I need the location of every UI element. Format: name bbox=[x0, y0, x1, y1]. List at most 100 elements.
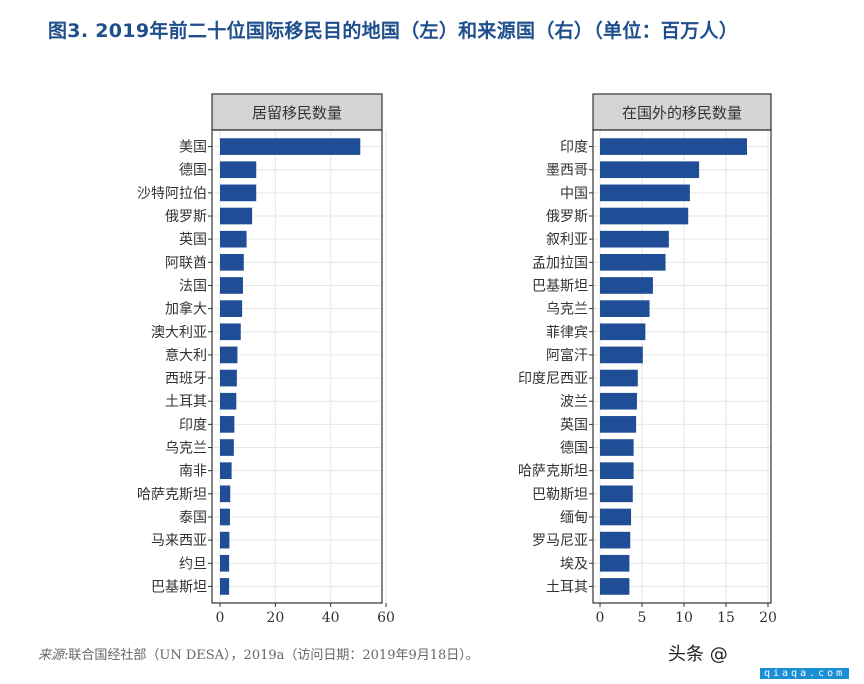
bar bbox=[600, 161, 700, 179]
source-text: 联合国经社部（UN DESA），2019a（访问日期：2019年9月18日）。 bbox=[68, 648, 479, 663]
category-label: 加拿大 bbox=[165, 301, 207, 318]
bar bbox=[600, 253, 666, 271]
category-label: 法国 bbox=[179, 278, 207, 294]
category-label: 阿富汗 bbox=[546, 347, 588, 364]
panel-border bbox=[592, 129, 772, 604]
category-label: 沙特阿拉伯 bbox=[137, 186, 207, 202]
x-tick-label: 0 bbox=[596, 610, 605, 626]
category-label: 埃及 bbox=[560, 556, 588, 572]
category-label: 哈萨克斯坦 bbox=[137, 487, 207, 503]
category-label: 叙利亚 bbox=[546, 231, 588, 248]
category-label: 菲律宾 bbox=[546, 325, 588, 341]
x-tick-label: 0 bbox=[216, 610, 225, 626]
x-tick-label: 10 bbox=[675, 610, 693, 626]
bar bbox=[220, 323, 241, 341]
category-label: 俄罗斯 bbox=[546, 209, 588, 225]
bar bbox=[600, 346, 643, 364]
category-label: 波兰 bbox=[560, 394, 588, 410]
source-note: 来源:联合国经社部（UN DESA），2019a（访问日期：2019年9月18日… bbox=[38, 644, 479, 663]
bar bbox=[600, 323, 646, 341]
category-label: 罗马尼亚 bbox=[532, 533, 588, 549]
bar bbox=[220, 277, 243, 294]
bar bbox=[220, 184, 257, 202]
bar bbox=[600, 439, 634, 456]
bar bbox=[600, 138, 747, 155]
bar bbox=[220, 554, 230, 572]
panel-title: 居留移民数量 bbox=[252, 104, 342, 122]
watermark-logo: qiaqa.com bbox=[760, 668, 850, 679]
category-label: 约旦 bbox=[179, 556, 207, 572]
category-label: 德国 bbox=[179, 163, 207, 179]
bar bbox=[600, 416, 637, 433]
bar bbox=[220, 462, 232, 480]
figure-title: 图3. 2019年前二十位国际移民目的地国（左）和来源国（右）（单位：百万人） bbox=[48, 20, 739, 42]
bar bbox=[220, 300, 243, 317]
bar bbox=[600, 369, 638, 387]
bar bbox=[600, 578, 630, 595]
x-tick-label: 15 bbox=[717, 610, 735, 626]
category-label: 马来西亚 bbox=[151, 533, 207, 549]
x-tick-label: 40 bbox=[322, 610, 340, 626]
bar bbox=[220, 253, 244, 271]
bar bbox=[600, 184, 690, 202]
category-label: 英国 bbox=[179, 231, 207, 248]
x-tick-label: 5 bbox=[638, 610, 647, 626]
panel-border bbox=[211, 129, 383, 604]
bar bbox=[220, 439, 234, 456]
bar bbox=[220, 416, 235, 433]
panel-title: 在国外的移民数量 bbox=[622, 104, 742, 122]
category-label: 俄罗斯 bbox=[165, 209, 207, 225]
category-label: 西班牙 bbox=[165, 371, 207, 387]
x-tick-label: 20 bbox=[759, 610, 777, 626]
category-label: 澳大利亚 bbox=[151, 325, 207, 341]
category-label: 巴基斯坦 bbox=[151, 578, 207, 595]
category-label: 墨西哥 bbox=[546, 163, 588, 179]
category-label: 巴基斯坦 bbox=[532, 277, 588, 294]
source-label: 来源: bbox=[38, 648, 69, 663]
bar bbox=[600, 277, 653, 294]
category-label: 美国 bbox=[179, 140, 207, 156]
category-label: 印度 bbox=[560, 140, 588, 156]
category-label: 德国 bbox=[560, 441, 588, 457]
bar bbox=[600, 462, 634, 480]
bar bbox=[220, 369, 237, 387]
category-label: 意大利 bbox=[165, 347, 207, 364]
bar bbox=[220, 578, 230, 595]
category-label: 缅甸 bbox=[560, 510, 588, 526]
watermark-text: 头条 @ bbox=[668, 644, 728, 665]
x-tick-label: 20 bbox=[266, 610, 284, 626]
bar bbox=[600, 207, 689, 225]
bar bbox=[220, 207, 253, 225]
category-label: 乌克兰 bbox=[165, 441, 207, 457]
category-label: 土耳其 bbox=[546, 579, 588, 595]
category-label: 泰国 bbox=[179, 510, 207, 526]
category-label: 哈萨克斯坦 bbox=[518, 464, 588, 480]
bar bbox=[220, 346, 238, 364]
bar bbox=[220, 531, 230, 549]
bar bbox=[220, 485, 231, 503]
bar bbox=[220, 230, 247, 248]
bar bbox=[600, 531, 631, 549]
category-label: 南非 bbox=[179, 464, 207, 480]
bar bbox=[220, 138, 361, 155]
bar bbox=[220, 392, 237, 410]
bar bbox=[600, 300, 650, 317]
category-label: 印度 bbox=[179, 417, 207, 433]
category-label: 中国 bbox=[560, 186, 588, 202]
bar bbox=[600, 508, 632, 526]
bar bbox=[600, 485, 633, 503]
panel-header bbox=[592, 93, 772, 131]
category-label: 英国 bbox=[560, 416, 588, 433]
category-label: 阿联酋 bbox=[165, 254, 207, 271]
panel-header bbox=[211, 93, 383, 131]
bar bbox=[600, 554, 630, 572]
bar bbox=[220, 508, 230, 526]
bar bbox=[600, 392, 637, 410]
bar bbox=[220, 161, 257, 179]
category-label: 印度尼西亚 bbox=[518, 371, 588, 387]
category-label: 土耳其 bbox=[165, 394, 207, 410]
category-label: 孟加拉国 bbox=[532, 255, 588, 271]
x-tick-label: 60 bbox=[377, 610, 395, 626]
bar bbox=[600, 230, 669, 248]
